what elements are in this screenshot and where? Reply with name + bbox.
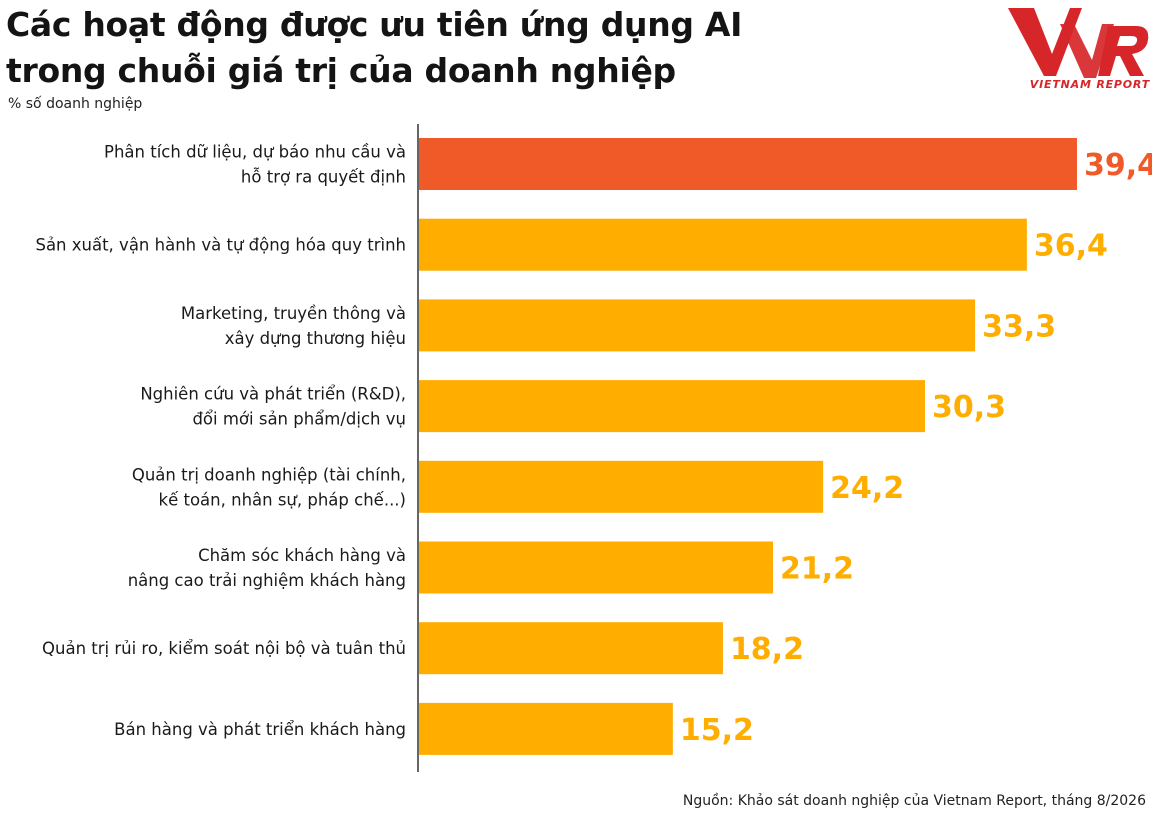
- bar-3: [419, 299, 976, 352]
- value-label-6: 21,2: [780, 552, 854, 587]
- bar-8: [419, 702, 673, 755]
- category-label-3-line-1: Marketing, truyền thông và: [181, 304, 406, 323]
- bar-7: [419, 622, 723, 675]
- vietnam-report-logo: VIETNAM REPORT: [1008, 8, 1151, 91]
- category-label-4-line-2: đổi mới sản phẩm/dịch vụ: [192, 410, 406, 429]
- bar-4: [419, 380, 926, 433]
- category-label-8: Bán hàng và phát triển khách hàng: [114, 720, 406, 739]
- category-label-6-line-2: nâng cao trải nghiệm khách hàng: [128, 571, 406, 590]
- value-label-7: 18,2: [730, 632, 804, 667]
- value-label-3: 33,3: [982, 309, 1056, 344]
- unit-label: % số doanh nghiệp: [8, 96, 143, 112]
- category-label-6-line-1: Chăm sóc khách hàng và: [198, 546, 406, 565]
- category-label-7: Quản trị rủi ro, kiểm soát nội bộ và tuâ…: [42, 639, 406, 658]
- category-label-1-line-1: Phân tích dữ liệu, dự báo nhu cầu và: [104, 143, 406, 162]
- category-label-2: Sản xuất, vận hành và tự động hóa quy tr…: [35, 236, 406, 255]
- source-note: Nguồn: Khảo sát doanh nghiệp của Vietnam…: [682, 793, 1146, 809]
- category-label-5-line-2: kế toán, nhân sự, pháp chế...): [159, 490, 406, 509]
- chart-title-line-2: trong chuỗi giá trị của doanh nghiệp: [6, 51, 676, 90]
- bar-6: [419, 541, 774, 594]
- value-label-1: 39,4: [1084, 148, 1152, 183]
- category-label-4-line-1: Nghiên cứu và phát triển (R&D),: [140, 385, 406, 404]
- bars-group: 39,4 Phân tích dữ liệu, dự báo nhu cầu và…: [35, 138, 1152, 755]
- bar-2: [419, 218, 1027, 271]
- value-label-5: 24,2: [830, 471, 904, 506]
- value-label-4: 30,3: [932, 390, 1006, 425]
- category-label-5-line-1: Quản trị doanh nghiệp (tài chính,: [132, 465, 406, 484]
- bar-1: [419, 138, 1077, 190]
- chart-title-line-1: Các hoạt động được ưu tiên ứng dụng AI: [6, 5, 743, 44]
- value-label-8: 15,2: [680, 713, 754, 748]
- category-label-3-line-2: xây dựng thương hiệu: [225, 329, 406, 348]
- logo-caption: VIETNAM REPORT: [1030, 78, 1151, 91]
- bar-5: [419, 460, 824, 513]
- value-label-2: 36,4: [1034, 229, 1108, 264]
- category-label-1-line-2: hỗ trợ ra quyết định: [241, 168, 406, 187]
- chart-title: Các hoạt động được ưu tiên ứng dụng AI t…: [6, 2, 826, 94]
- logo-mark-icon: [1008, 8, 1149, 78]
